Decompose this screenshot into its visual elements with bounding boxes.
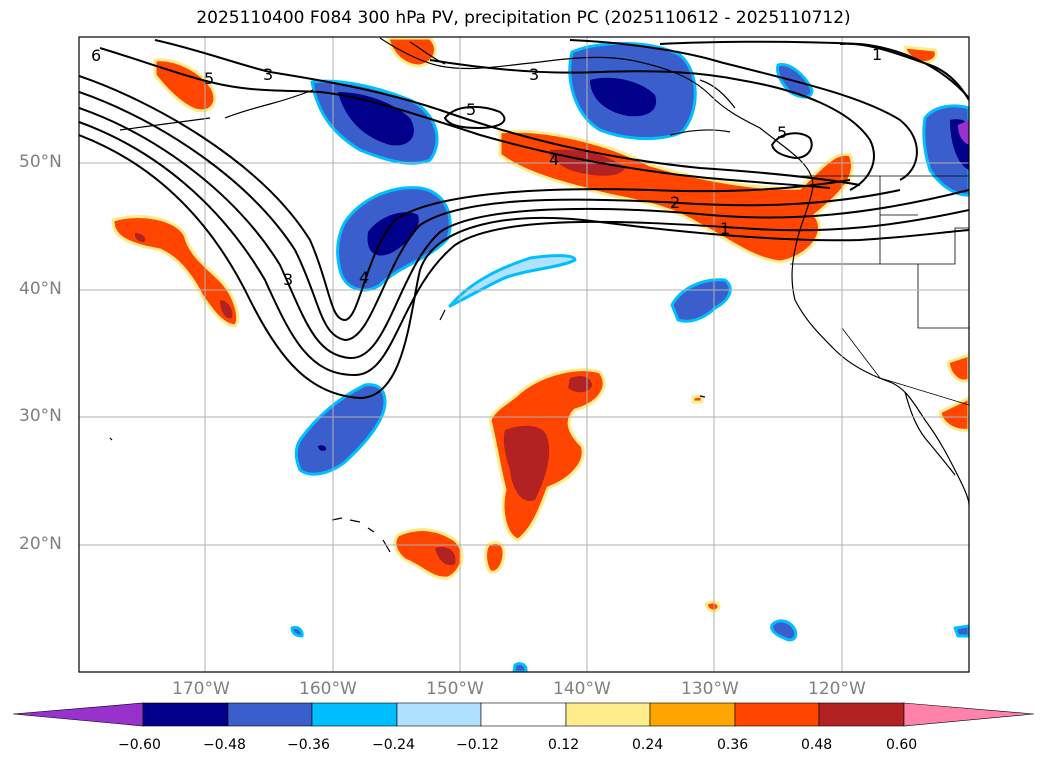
pv-contours [79,39,969,400]
lat-label-20n: 20°N [19,534,62,554]
contour-label: 5 [777,123,787,142]
contour-label: 4 [359,268,369,287]
map-plot-area: 6 5 3 3 5 4 2 1 5 1 3 4 [79,37,969,672]
colorbar-bin [734,702,820,727]
contour-label: 6 [91,46,101,65]
pc-blob-south-125w [770,619,798,642]
lat-label-30n: 30°N [19,406,62,426]
pc-blob-bottom [512,662,528,672]
colorbar-bin [480,702,567,727]
colorbar-tick-label: −0.48 [203,737,246,753]
colorbar-bin [311,702,398,727]
political-borders [790,175,969,406]
pc-blob-north-bc [386,37,437,68]
colorbar-bin [649,702,736,727]
colorbar-tick-label: −0.24 [372,737,415,753]
map-title: 2025110400 F084 300 hPa PV, precipitatio… [196,8,851,28]
lon-label-130w: 130°W [681,679,739,699]
pc-blob-far-east-purple [958,120,969,145]
colorbar-tick-label: 0.24 [632,737,664,753]
colorbar-tick-label: 0.36 [717,737,749,753]
contour-label: 5 [466,100,476,119]
colorbar-bin [818,702,905,727]
colorbar-tick-label: −0.60 [118,737,161,753]
contour-label: 3 [529,65,539,84]
colorbar-tick-label: 0.12 [548,737,580,753]
colorbar-bin [565,702,651,727]
colorbar-bin [396,702,482,727]
lon-label-140w: 140°W [553,679,611,699]
pc-blob-hawaii-north [393,528,464,580]
contour-labels: 6 5 3 3 5 4 2 1 5 1 3 4 [91,45,882,289]
pc-blob-small-130w [704,600,721,613]
contour-label: 1 [872,45,882,64]
colorbar-tick-label: −0.36 [287,737,330,753]
contour-label: 5 [204,69,214,88]
pc-blob-west-central [111,215,240,328]
lon-label-120w: 120°W [808,679,866,699]
contour-label: 3 [263,65,273,84]
lon-label-150w: 150°W [426,679,484,699]
contour-label: 2 [670,193,680,212]
colorbar-bin [142,702,229,727]
colorbar-min-extend [12,702,144,727]
colorbar [12,702,1035,727]
lat-label-50n: 50°N [19,152,62,172]
contour-label: 1 [720,219,730,238]
pc-blob-southwest [294,383,387,476]
pc-blob-hawaii-east [484,541,506,574]
lat-label-40n: 40°N [19,279,62,299]
map-frame [78,36,970,673]
colorbar-bin [227,702,313,727]
pc-blob-tiny-30n [691,394,704,404]
pc-blob-north-pacific-west [153,58,217,113]
lon-label-160w: 160°W [299,679,357,699]
colorbar-tick-label: 0.48 [801,737,833,753]
pc-blob-thin-streak [448,254,577,308]
pc-blob-south-160w [290,626,304,638]
colorbar-tick-label: 0.60 [886,737,918,753]
pc-blob-baja-south [938,396,969,432]
contour-label: 4 [549,150,559,169]
lon-label-170w: 170°W [172,679,230,699]
colorbar-max-extend [903,702,1035,727]
contour-label: 3 [283,270,293,289]
graticule [79,37,969,672]
pc-blob-south-115w [953,624,969,638]
pc-blob-baja-north [946,353,969,383]
colorbar-tick-label: −0.12 [456,737,499,753]
